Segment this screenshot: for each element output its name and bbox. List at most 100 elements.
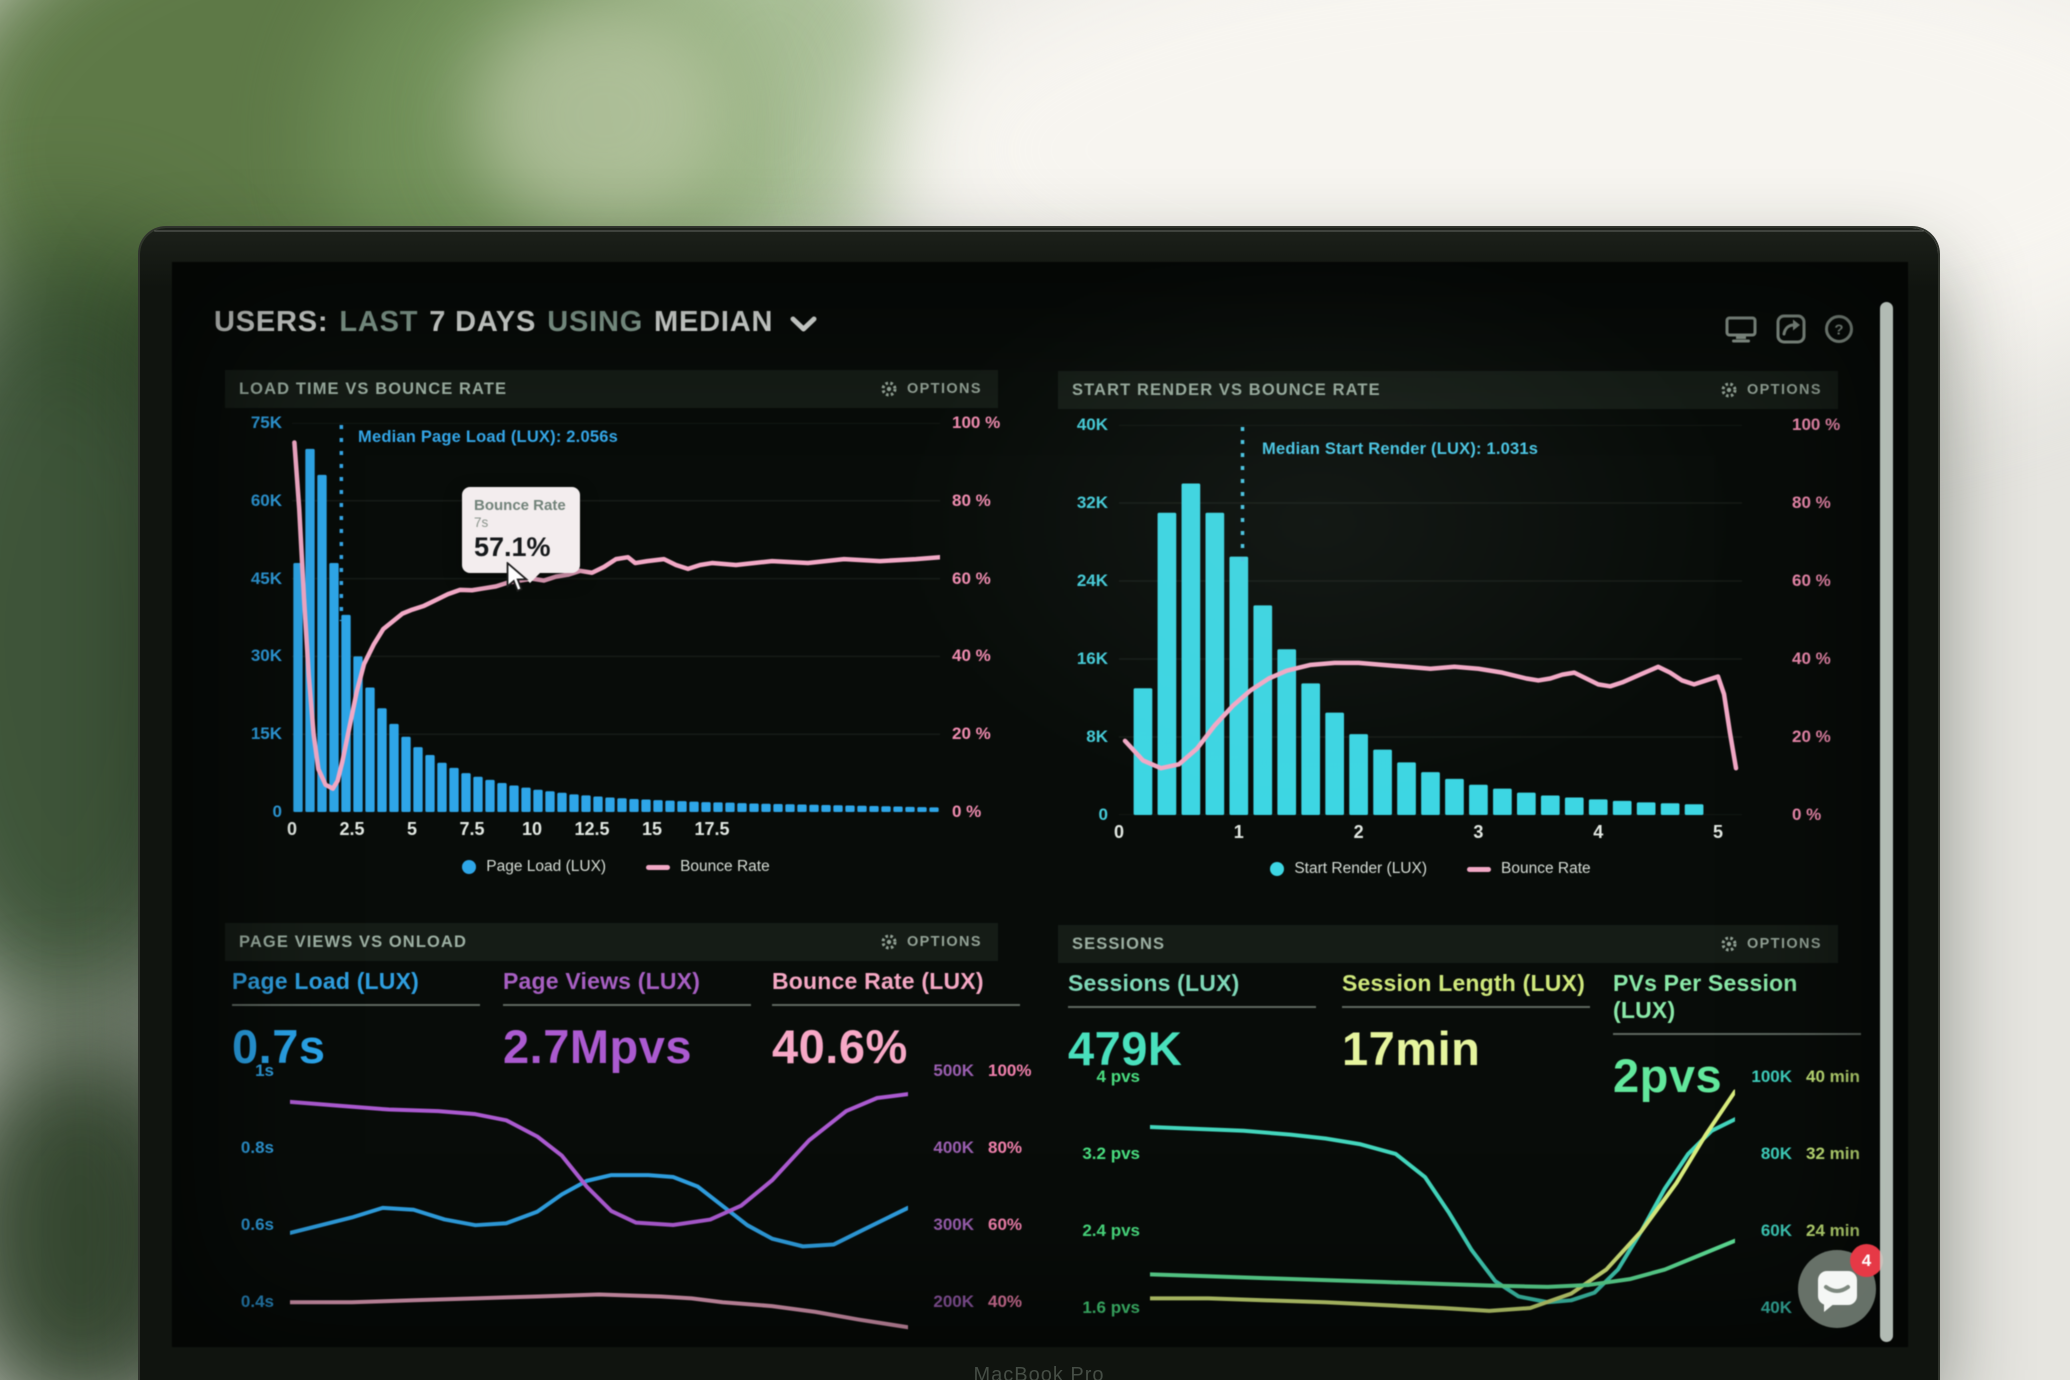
title-last: LAST [339, 306, 419, 338]
panel-title: LOAD TIME VS BOUNCE RATE [239, 379, 508, 398]
metric-label: Session Length (LUX) [1342, 970, 1585, 996]
chart-tooltip: Bounce Rate 7s 57.1% [462, 487, 580, 573]
axis-tick-label: 40K [1760, 1298, 1792, 1317]
median-annotation: Median Start Render (LUX): 1.031s [1262, 440, 1539, 458]
laptop: USERS: LAST 7 DAYS USING MEDIAN ? [140, 228, 1938, 1380]
x-tick-label: 2 [1353, 822, 1364, 842]
legend-label: Bounce Rate [1501, 860, 1591, 877]
axis-tick-label: 80K [1760, 1144, 1792, 1163]
axis-tick-label: 40 % [952, 646, 991, 666]
tooltip-x-value: 7s [474, 515, 489, 530]
gear-icon [1721, 382, 1737, 398]
x-axis-load-time: 0 2.5 5 7.5 10 12.5 15 17.5 [287, 819, 940, 845]
axis-tick-label: 80% [988, 1138, 1023, 1157]
axis-tick-label: 0 [1098, 805, 1108, 824]
x-axis-start-render: 0 1 2 3 4 5 [1114, 822, 1742, 848]
axis-tick-label: 75K [250, 413, 282, 432]
metric-underline [1613, 1033, 1861, 1035]
dashboard-screen: USERS: LAST 7 DAYS USING MEDIAN ? [172, 262, 1908, 1347]
axis-tick-label: 1s [255, 1061, 274, 1080]
axis-tick-label: 60 % [1792, 571, 1831, 590]
chevron-down-icon[interactable] [790, 316, 817, 333]
panel-header-page-views: PAGE VIEWS VS ONLOAD OPTIONS [225, 923, 998, 961]
plant-highlight-blur [470, 0, 740, 240]
axis-tick-label: 80 % [1792, 493, 1831, 512]
legend: Start Render (LUX) Bounce Rate [1119, 860, 1742, 878]
axis-tick-label: 400K [933, 1138, 974, 1157]
metric-pvs-per-session: PVs Per Session (LUX) 2pvs [1613, 970, 1865, 1103]
legend-item: Bounce Rate [646, 858, 770, 876]
legend: Page Load (LUX) Bounce Rate [292, 858, 940, 876]
metric-label: Sessions (LUX) [1068, 970, 1240, 996]
metric-underline [772, 1004, 1020, 1006]
series-dot-swatch [462, 860, 477, 874]
metric-value: 40.6% [772, 1020, 908, 1073]
options-button[interactable]: OPTIONS [1720, 381, 1822, 399]
legend-item: Bounce Rate [1467, 860, 1591, 878]
chart-canvas [288, 1092, 910, 1330]
axis-tick-label: 20 % [1792, 727, 1831, 746]
metric-page-views: Page Views (LUX) 2.7Mpvs [503, 968, 755, 1074]
page-views-onload-chart[interactable] [288, 1068, 910, 1345]
help-icon[interactable]: ? [1824, 314, 1854, 344]
legend-label: Start Render (LUX) [1294, 860, 1428, 877]
median-annotation: Median Page Load (LUX): 2.056s [358, 428, 618, 446]
axis-tick-label: 100% [988, 1061, 1032, 1080]
axis-tick-label: 24 min [1806, 1221, 1860, 1240]
axis-tick-label: 8K [1086, 727, 1108, 746]
gear-icon [881, 381, 897, 397]
metric-underline [232, 1004, 480, 1006]
axis-tick-label: 32 min [1806, 1144, 1860, 1163]
display-icon[interactable] [1724, 314, 1758, 344]
axis-tick-label: 20 % [952, 724, 991, 744]
metric-underline [1342, 1006, 1590, 1008]
y-axis-right-minutes: 40 min 32 min 24 min [1806, 1067, 1876, 1345]
x-tick-label: 1 [1233, 822, 1244, 842]
y-axis-left-seconds: 1s 0.8s 0.6s 0.4s [202, 1061, 274, 1345]
load-time-chart[interactable] [292, 422, 943, 813]
axis-tick-label: 1.6 pvs [1082, 1298, 1140, 1317]
x-tick-label: 7.5 [459, 819, 485, 839]
y-axis-left-users: 75K 60K 45K 30K 15K 0 [210, 413, 282, 821]
metric-underline [503, 1004, 751, 1006]
scrollbar[interactable] [1880, 302, 1893, 1342]
panel-header-start-render: START RENDER VS BOUNCE RATE OPTIONS [1058, 371, 1838, 409]
metric-value: 17min [1342, 1022, 1481, 1075]
axis-tick-label: 0.8s [240, 1138, 274, 1157]
axis-tick-label: 40 % [1792, 649, 1831, 668]
metric-label: Bounce Rate (LUX) [772, 968, 984, 994]
axis-tick-label: 500K [933, 1061, 974, 1080]
options-button[interactable]: OPTIONS [1720, 935, 1822, 953]
sessions-chart[interactable] [1148, 1068, 1737, 1345]
axis-tick-label: 60K [250, 490, 282, 510]
options-button[interactable]: OPTIONS [880, 380, 982, 398]
chat-bubble-icon [1818, 1271, 1857, 1312]
series-line-swatch [1467, 866, 1492, 872]
options-label: OPTIONS [1746, 936, 1822, 952]
axis-tick-label: 15K [250, 724, 282, 744]
metric-underline [1068, 1006, 1316, 1008]
title-7days: 7 DAYS [429, 306, 537, 338]
options-button[interactable]: OPTIONS [880, 933, 982, 951]
title-users: USERS: [214, 306, 329, 338]
page-title: USERS: LAST 7 DAYS USING MEDIAN [214, 306, 817, 339]
x-tick-label: 0 [1113, 822, 1125, 842]
metric-page-load: Page Load (LUX) 0.7s [232, 968, 484, 1074]
chart-canvas [1148, 1089, 1737, 1313]
axis-tick-label: 24K [1076, 571, 1108, 590]
panel-header-load-time: LOAD TIME VS BOUNCE RATE OPTIONS [225, 370, 998, 408]
metric-label: PVs Per Session (LUX) [1613, 970, 1798, 1023]
axis-tick-label: 100 % [1792, 415, 1841, 434]
y-axis-right-sessions: 100K 80K 60K 40K [1740, 1067, 1792, 1345]
title-median: MEDIAN [654, 306, 774, 338]
y-axis-left-pvs: 4 pvs 3.2 pvs 2.4 pvs 1.6 pvs [1058, 1067, 1140, 1345]
y-axis-right-bounce: 100% 80% 60% 40% [988, 1061, 1048, 1345]
share-icon[interactable] [1776, 314, 1806, 344]
axis-tick-label: 200K [933, 1292, 974, 1311]
axis-tick-label: 100K [1751, 1067, 1792, 1086]
start-render-chart[interactable] [1119, 424, 1742, 816]
x-tick-label: 5 [1713, 822, 1724, 842]
chat-launcher[interactable]: 4 [1798, 1244, 1883, 1328]
axis-tick-label: 100 % [952, 413, 1001, 432]
panel-title: START RENDER VS BOUNCE RATE [1072, 380, 1381, 399]
